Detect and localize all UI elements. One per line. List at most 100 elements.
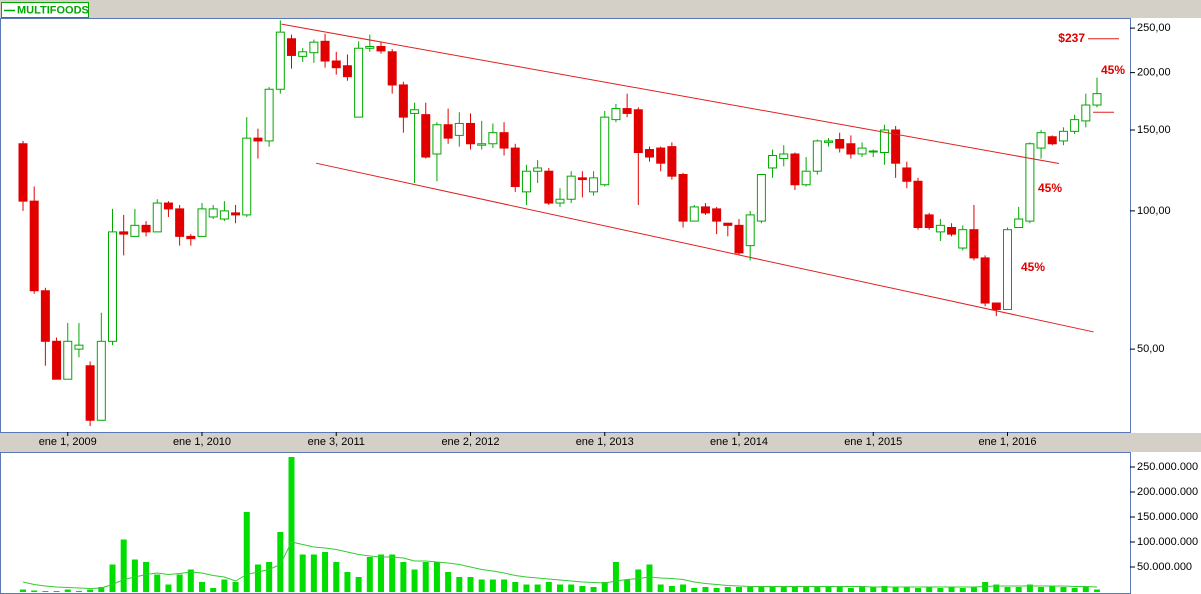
volume-bar [915, 588, 921, 592]
price-panel [0, 18, 1131, 433]
volume-bar [478, 579, 485, 592]
candle-body [756, 174, 766, 222]
annotation: 45% [1021, 260, 1045, 274]
candle-body [52, 340, 62, 380]
volume-bar [210, 588, 217, 592]
volume-bar [366, 557, 373, 592]
volume-bar [344, 572, 351, 592]
candle-body [879, 129, 889, 153]
candle-body [577, 177, 587, 181]
volume-bar [254, 564, 261, 592]
candle-body [410, 109, 420, 114]
volume-bar [892, 587, 899, 592]
y-tick-label: 150,00 [1137, 124, 1171, 136]
volume-bar [1049, 586, 1056, 592]
candle-body [40, 290, 50, 342]
x-tick-label: ene 2, 2012 [441, 436, 499, 448]
candle-body [163, 202, 173, 210]
volume-bar [881, 586, 888, 592]
candle-body [645, 149, 654, 158]
price-axis-area [1131, 18, 1201, 433]
candle-body [1025, 143, 1035, 222]
candle-body [365, 45, 375, 49]
volume-bar [948, 587, 955, 592]
volume-bar [545, 582, 552, 592]
x-tick-label: ene 1, 2009 [39, 436, 97, 448]
candle-body [1070, 119, 1080, 132]
candle-body [734, 224, 744, 254]
volume-bar [836, 587, 843, 592]
volume-bar [243, 512, 250, 592]
volume-bar [199, 582, 205, 592]
volume-bar [847, 588, 854, 592]
volume-bar [187, 569, 194, 592]
volume-bar [131, 559, 138, 592]
volume-bar [814, 586, 821, 592]
candle-body [656, 147, 666, 164]
y-tick-label: 100.000.000 [1137, 536, 1198, 548]
volume-bar [970, 587, 977, 592]
volume-bar [534, 584, 541, 592]
volume-bar [98, 587, 105, 592]
volume-bar [277, 532, 284, 592]
volume-bar [780, 586, 787, 592]
volume-bar [680, 584, 687, 592]
candle-body [700, 206, 710, 214]
volume-bar [635, 569, 642, 592]
candle-body [768, 154, 778, 169]
volume-bar [1071, 588, 1078, 592]
volume-axis-area [1131, 452, 1201, 594]
volume-bar [568, 584, 575, 592]
volume-bar [713, 588, 720, 592]
volume-bar [791, 587, 798, 592]
volume-bar [993, 584, 1000, 592]
y-tick-label: 100,00 [1137, 205, 1171, 217]
candle-body [1014, 218, 1024, 229]
candle-body [275, 31, 285, 90]
volume-bar [612, 562, 619, 592]
candle-body [935, 224, 945, 233]
volume-bar [747, 587, 754, 592]
volume-bar [557, 584, 563, 592]
candle-body [611, 108, 621, 121]
candle-body [1092, 93, 1102, 106]
candle-body [466, 122, 475, 145]
candle-body [712, 208, 722, 222]
volume-bar [154, 574, 161, 592]
x-tick-label: ene 1, 2013 [576, 436, 634, 448]
volume-bar [702, 587, 709, 592]
volume-bar [288, 457, 295, 592]
volume-bar [489, 579, 496, 592]
candle-body [1058, 130, 1068, 142]
candle-body [958, 229, 968, 249]
candle-body [141, 224, 151, 233]
candle-body [913, 180, 923, 229]
volume-bar [232, 582, 239, 592]
candle-body [421, 114, 431, 158]
volume-bar [769, 587, 776, 592]
candle-body [812, 140, 822, 172]
candle-body [633, 109, 643, 153]
candle-body [891, 129, 901, 164]
volume-bar [1060, 587, 1067, 592]
volume-bar [176, 574, 183, 592]
candle-body [354, 47, 364, 118]
candle-body [980, 257, 990, 304]
volume-bar [1094, 589, 1100, 592]
volume-bar [433, 562, 440, 592]
volume-bar [120, 539, 127, 592]
candle-body [253, 137, 263, 142]
volume-bar [143, 562, 150, 592]
volume-bar [445, 572, 452, 592]
volume-bar [400, 562, 407, 592]
candle-body [521, 170, 531, 193]
candle-body [589, 177, 599, 193]
volume-bar [512, 582, 519, 592]
volume-bar [355, 577, 362, 592]
volume-bar [1038, 587, 1045, 592]
candle-body [745, 214, 755, 247]
volume-bar [411, 569, 418, 592]
volume-bar [310, 554, 317, 592]
